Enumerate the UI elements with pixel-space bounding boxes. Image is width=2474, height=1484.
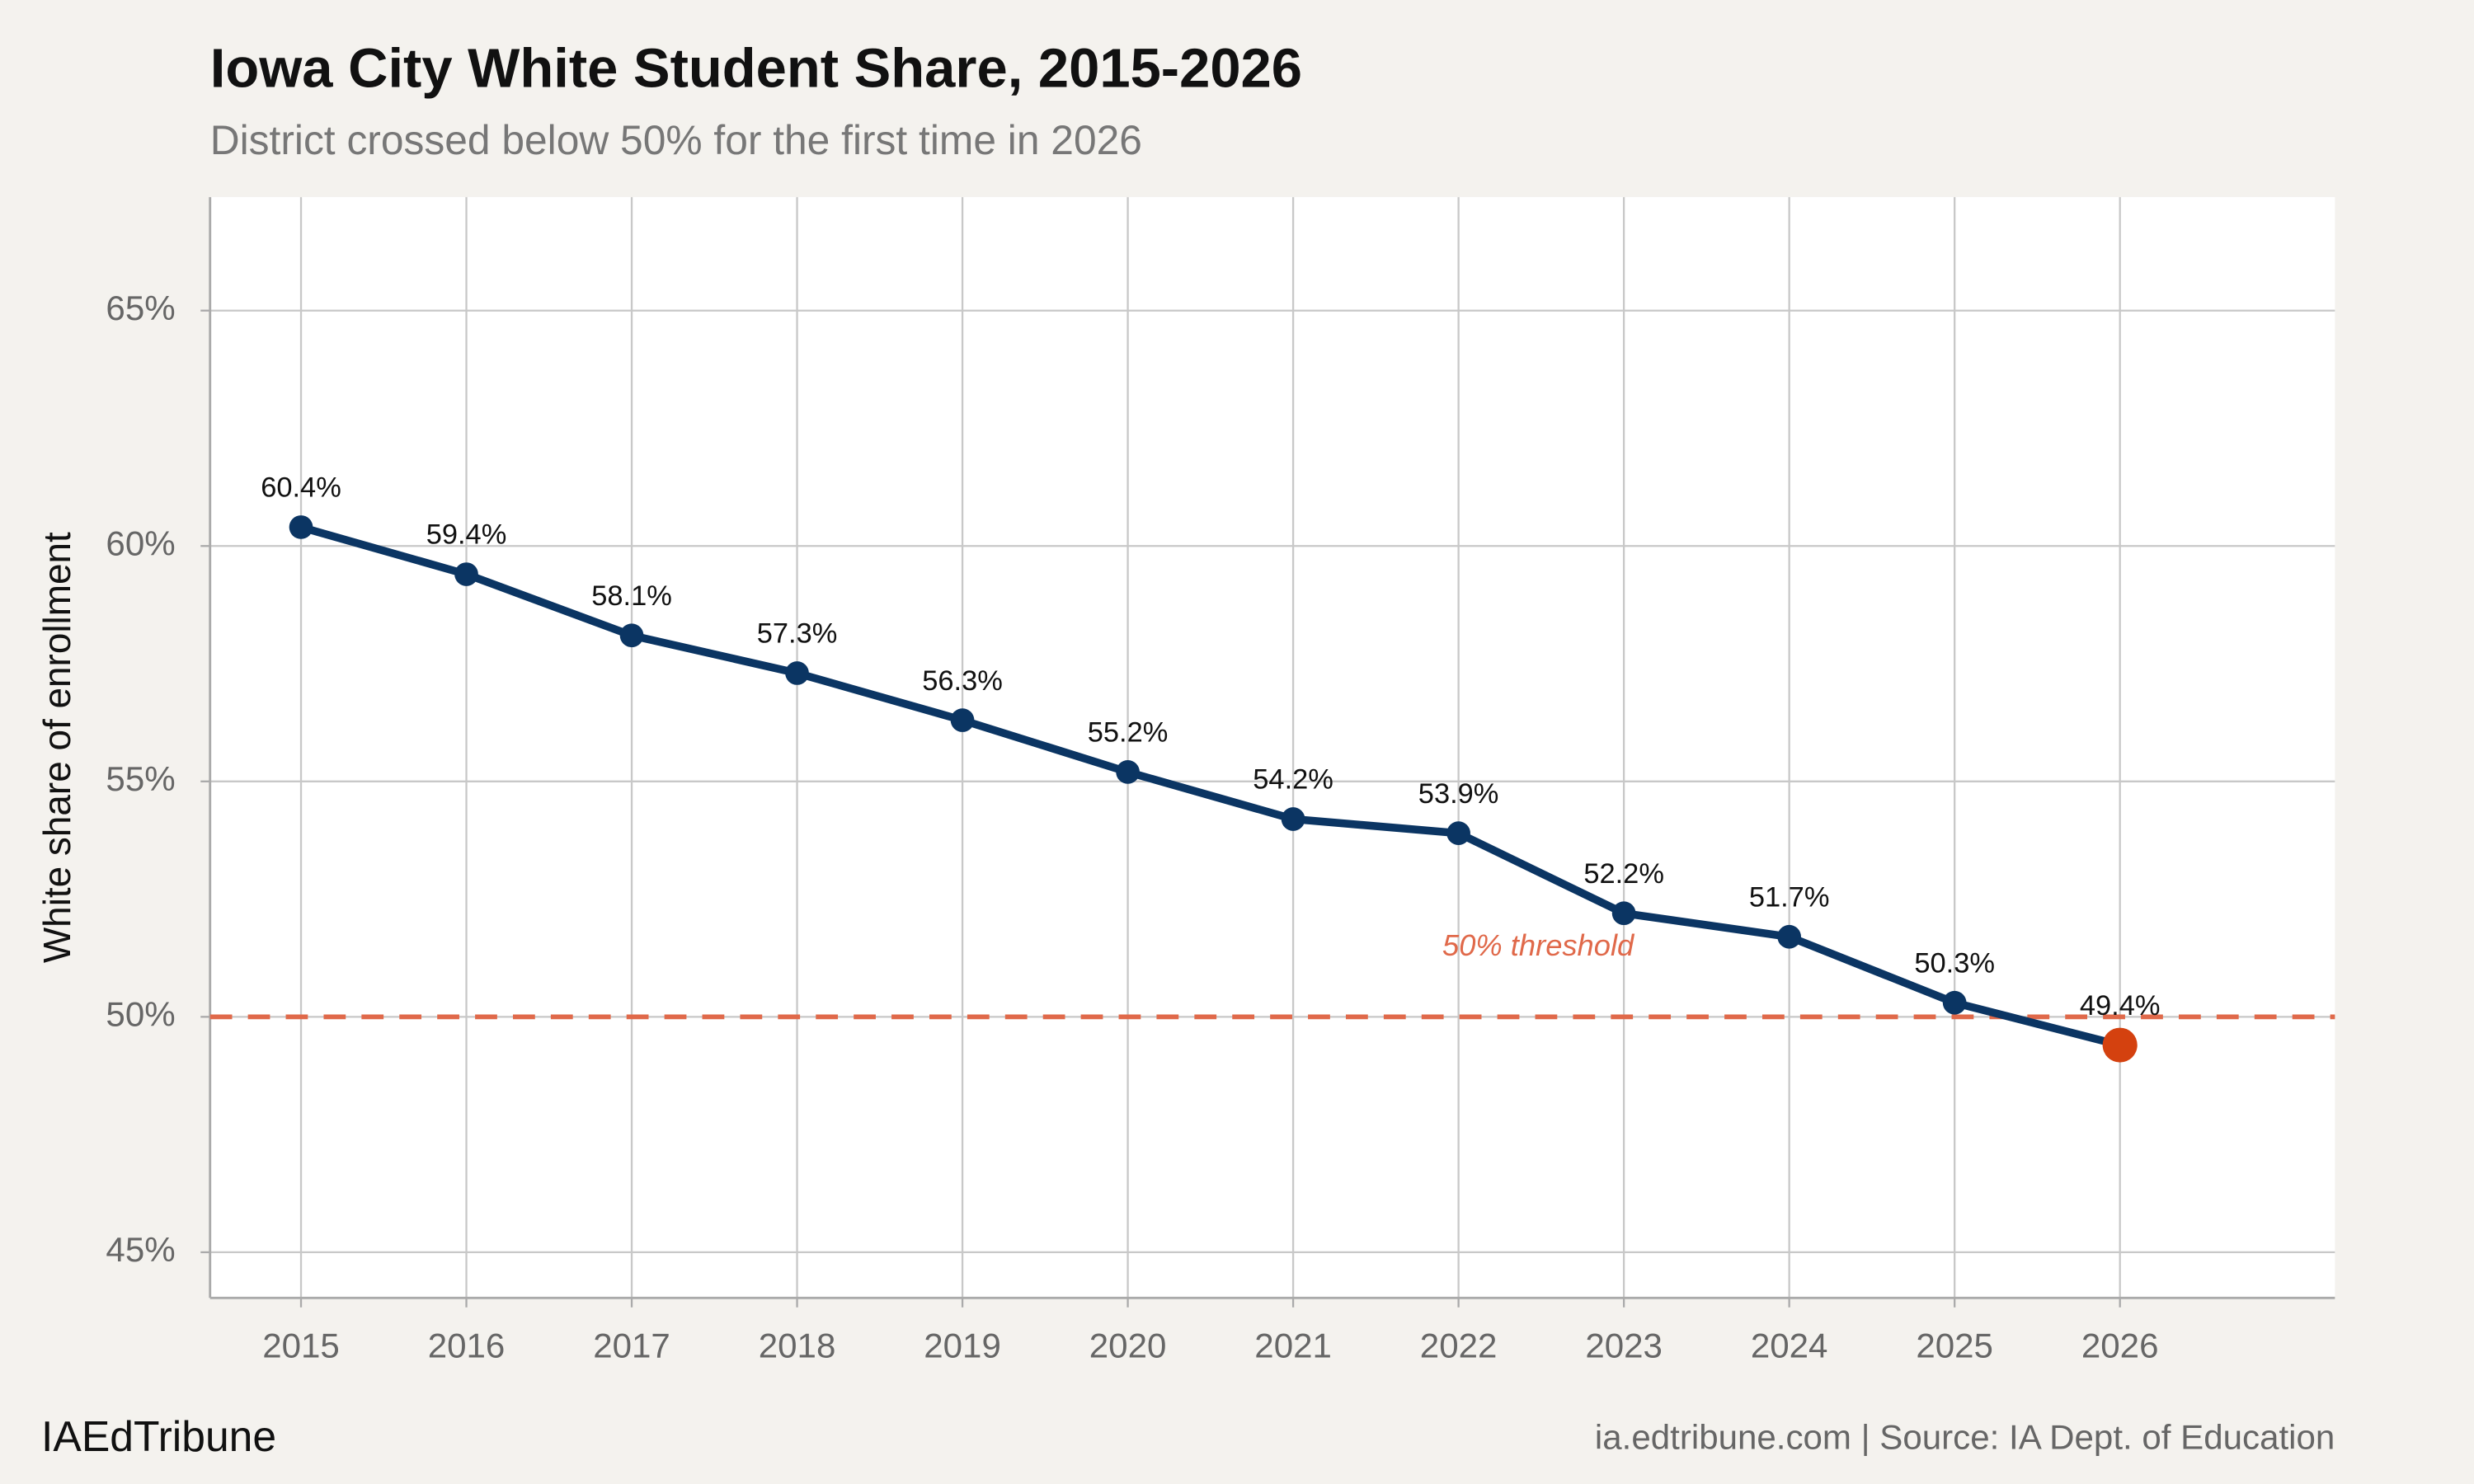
x-tick-label: 2022 [1420, 1327, 1498, 1365]
source: ia.edtribune.com | Source: IA Dept. of E… [1595, 1418, 2335, 1457]
value-label: 50.3% [1914, 947, 1995, 979]
x-tick-label: 2025 [1916, 1327, 1993, 1365]
x-tick-label: 2021 [1254, 1327, 1332, 1365]
highlight-point [2102, 1027, 2138, 1063]
brand: IAEdTribune [41, 1412, 276, 1460]
value-label: 49.4% [2080, 990, 2161, 1021]
point [785, 661, 809, 685]
point [454, 562, 478, 586]
point [289, 515, 313, 539]
x-tick-label: 2023 [1585, 1327, 1663, 1365]
value-label: 54.2% [1253, 764, 1333, 796]
x-tick-label: 2024 [1751, 1327, 1828, 1365]
value-label: 57.3% [757, 618, 838, 650]
x-tick-label: 2016 [428, 1327, 506, 1365]
point [1281, 807, 1305, 831]
x-tick-label: 2019 [924, 1327, 1001, 1365]
value-label: 51.7% [1749, 881, 1830, 913]
plot-layer: 45% 50% 55% 60% 65% 2015 2016 2017 2018 2019 2020 2… [106, 197, 2335, 1365]
x-tick-label: 2018 [759, 1327, 836, 1365]
point [1116, 760, 1140, 784]
point [1446, 821, 1470, 845]
x-tick-label: 2026 [2081, 1327, 2159, 1365]
chart-title: Iowa City White Student Share, 2015-2026 [210, 38, 1302, 100]
point [950, 708, 975, 732]
point [619, 623, 644, 648]
value-label: 60.4% [261, 472, 341, 504]
x-tick-label: 2017 [593, 1327, 670, 1365]
point [1611, 901, 1636, 926]
chart-subtitle: District crossed below 50% for the first… [210, 117, 1142, 163]
value-label: 56.3% [922, 665, 1003, 697]
value-label: 55.2% [1088, 717, 1169, 749]
y-tick-label: 55% [106, 759, 175, 798]
y-tick-label: 60% [106, 524, 175, 562]
line [299, 523, 2121, 1050]
plot-area [209, 197, 2335, 1298]
y-tick-label: 45% [106, 1230, 175, 1269]
y-tick-label: 50% [106, 994, 175, 1033]
point [1777, 924, 1801, 949]
x-tick-label: 2020 [1089, 1327, 1167, 1365]
y-tick-label: 65% [106, 289, 175, 327]
x-tick-label: 2015 [262, 1327, 340, 1365]
y-axis-label: White share of enrollment [35, 532, 78, 963]
reference-label: 50% threshold [1442, 928, 1635, 962]
value-label: 53.9% [1418, 778, 1499, 810]
value-label: 58.1% [591, 580, 672, 612]
value-label: 52.2% [1583, 858, 1664, 890]
point [1942, 990, 1967, 1015]
value-label: 59.4% [426, 519, 507, 551]
